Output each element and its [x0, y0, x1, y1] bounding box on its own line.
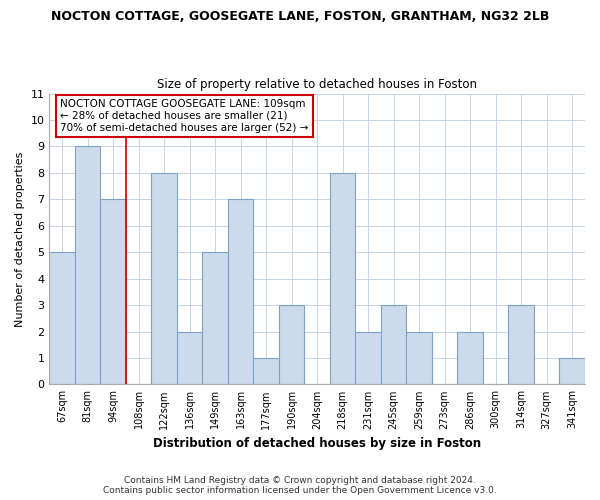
- Bar: [177, 332, 202, 384]
- Bar: [381, 305, 406, 384]
- Text: Contains HM Land Registry data © Crown copyright and database right 2024.
Contai: Contains HM Land Registry data © Crown c…: [103, 476, 497, 495]
- Bar: [228, 200, 253, 384]
- Bar: [406, 332, 432, 384]
- Text: NOCTON COTTAGE, GOOSEGATE LANE, FOSTON, GRANTHAM, NG32 2LB: NOCTON COTTAGE, GOOSEGATE LANE, FOSTON, …: [51, 10, 549, 23]
- X-axis label: Distribution of detached houses by size in Foston: Distribution of detached houses by size …: [153, 437, 481, 450]
- Bar: [75, 146, 100, 384]
- Bar: [100, 200, 126, 384]
- Bar: [457, 332, 483, 384]
- Bar: [253, 358, 279, 384]
- Bar: [559, 358, 585, 384]
- Text: NOCTON COTTAGE GOOSEGATE LANE: 109sqm
← 28% of detached houses are smaller (21)
: NOCTON COTTAGE GOOSEGATE LANE: 109sqm ← …: [60, 100, 308, 132]
- Y-axis label: Number of detached properties: Number of detached properties: [15, 152, 25, 326]
- Bar: [355, 332, 381, 384]
- Bar: [279, 305, 304, 384]
- Bar: [330, 173, 355, 384]
- Bar: [202, 252, 228, 384]
- Bar: [508, 305, 534, 384]
- Bar: [151, 173, 177, 384]
- Bar: [49, 252, 75, 384]
- Title: Size of property relative to detached houses in Foston: Size of property relative to detached ho…: [157, 78, 477, 91]
